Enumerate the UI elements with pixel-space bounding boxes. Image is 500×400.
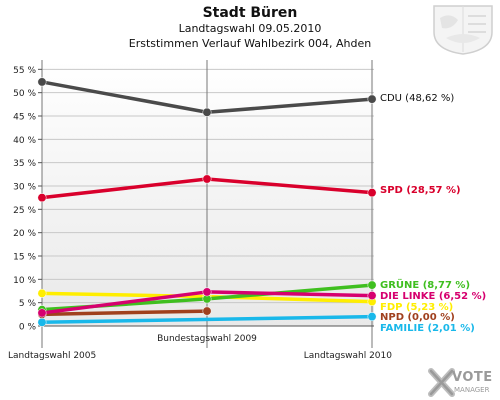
- y-tick-label: 10 %: [13, 276, 36, 286]
- data-point-fdp: [37, 288, 47, 298]
- series-end-label-npd: NPD (0,00 %): [380, 312, 455, 323]
- data-point-die-linke: [202, 287, 212, 297]
- logo-text-vote: VOTE: [452, 370, 493, 385]
- chart-subtitle-district: Erststimmen Verlauf Wahlbezirk 004, Ahde…: [128, 37, 372, 50]
- y-tick-label: 50 %: [13, 89, 36, 99]
- logo-text-manager: MANAGER: [454, 386, 490, 394]
- series-line-npd: [41, 309, 208, 317]
- data-point-cdu: [37, 77, 47, 87]
- data-point-spd: [37, 193, 47, 203]
- y-tick-label: 40 %: [13, 136, 36, 146]
- x-category-label: Landtagswahl 2005: [8, 351, 96, 361]
- votemanager-logo: VOTE MANAGER: [428, 367, 500, 399]
- y-tick-label: 30 %: [13, 183, 36, 193]
- series-end-label-die-linke: DIE LINKE (6,52 %): [380, 291, 486, 302]
- series-end-label-cdu: CDU (48,62 %): [380, 93, 454, 104]
- data-point-spd: [202, 174, 212, 184]
- data-point-cdu: [202, 107, 212, 117]
- x-category-label: Landtagswahl 2010: [304, 351, 393, 361]
- series-line-familie: [41, 314, 373, 325]
- vote-check-icon: [428, 368, 455, 397]
- data-point-spd: [367, 188, 377, 198]
- data-point-die-linke: [367, 291, 377, 301]
- y-tick-label: 15 %: [13, 253, 36, 263]
- series-end-label-grüne: GRÜNE (8,77 %): [380, 277, 470, 291]
- chart-subtitle-election: Landtagswahl 09.05.2010: [178, 22, 322, 35]
- y-tick-label: 35 %: [13, 159, 36, 169]
- y-tick-label: 20 %: [13, 229, 36, 239]
- data-point-die-linke: [37, 308, 47, 318]
- data-point-cdu: [367, 94, 377, 104]
- data-point-npd: [202, 306, 212, 316]
- data-point-familie: [367, 312, 377, 322]
- y-tick-label: 55 %: [13, 66, 36, 76]
- series-end-label-familie: FAMILIE (2,01 %): [380, 323, 475, 334]
- y-tick-label: 5 %: [19, 299, 37, 309]
- y-tick-label: 0 %: [19, 323, 37, 333]
- y-tick-label: 45 %: [13, 113, 36, 123]
- data-point-grüne: [367, 280, 377, 290]
- x-category-label: Bundestagswahl 2009: [157, 334, 257, 344]
- series-end-label-spd: SPD (28,57 %): [380, 185, 461, 196]
- chart-title: Stadt Büren: [202, 5, 298, 21]
- y-tick-label: 25 %: [13, 206, 36, 216]
- series-end-label-fdp: FDP (5,23 %): [380, 302, 453, 313]
- coat-of-arms-icon: [433, 5, 493, 55]
- data-point-familie: [37, 317, 47, 327]
